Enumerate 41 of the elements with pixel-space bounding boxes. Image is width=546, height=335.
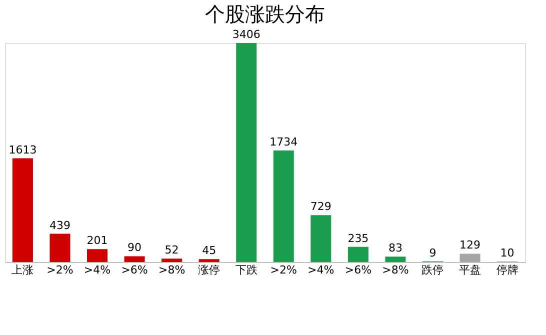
x-tick-label: >6% bbox=[344, 264, 372, 276]
bar bbox=[87, 249, 108, 262]
bar bbox=[348, 246, 368, 262]
data-label: 83 bbox=[388, 242, 402, 255]
bar bbox=[310, 215, 332, 262]
x-tick-label: 跌停 bbox=[422, 264, 444, 276]
data-label: 90 bbox=[128, 241, 142, 254]
data-label: 235 bbox=[348, 232, 369, 245]
x-tick-label: >8% bbox=[158, 264, 186, 276]
bar bbox=[124, 256, 145, 262]
data-label: 439 bbox=[49, 218, 70, 232]
bar bbox=[12, 158, 33, 262]
bar bbox=[50, 234, 70, 262]
data-label: 10 bbox=[500, 246, 514, 260]
x-tick-label: >2% bbox=[46, 264, 74, 276]
x-tick-label: >2% bbox=[270, 264, 297, 276]
x-tick-label: >4% bbox=[308, 264, 334, 276]
bar bbox=[273, 150, 294, 262]
data-label: 52 bbox=[164, 244, 179, 257]
x-tick-label: >6% bbox=[121, 264, 148, 276]
data-label: 1613 bbox=[8, 143, 37, 156]
x-tick-label: 下跌 bbox=[235, 264, 258, 276]
bar bbox=[385, 256, 406, 262]
data-label: 129 bbox=[460, 238, 481, 252]
x-tick-label: 上涨 bbox=[12, 264, 34, 276]
x-tick-label: >4% bbox=[84, 264, 111, 276]
bar bbox=[162, 258, 182, 262]
x-tick-label: >8% bbox=[382, 264, 409, 276]
bar bbox=[198, 259, 220, 262]
data-label: 729 bbox=[310, 200, 332, 214]
bar bbox=[236, 43, 257, 262]
x-tick-label: 停牌 bbox=[496, 264, 518, 276]
chart-title: 个股涨跌分布 bbox=[205, 2, 325, 26]
data-label: 45 bbox=[202, 244, 216, 258]
data-label: 201 bbox=[86, 234, 108, 248]
bar bbox=[460, 254, 480, 262]
data-label: 9 bbox=[429, 246, 436, 260]
x-tick-label: 平盘 bbox=[459, 264, 482, 276]
x-tick-label: 涨停 bbox=[198, 264, 220, 276]
data-label: 1734 bbox=[270, 136, 298, 149]
data-label: 3406 bbox=[232, 28, 260, 41]
